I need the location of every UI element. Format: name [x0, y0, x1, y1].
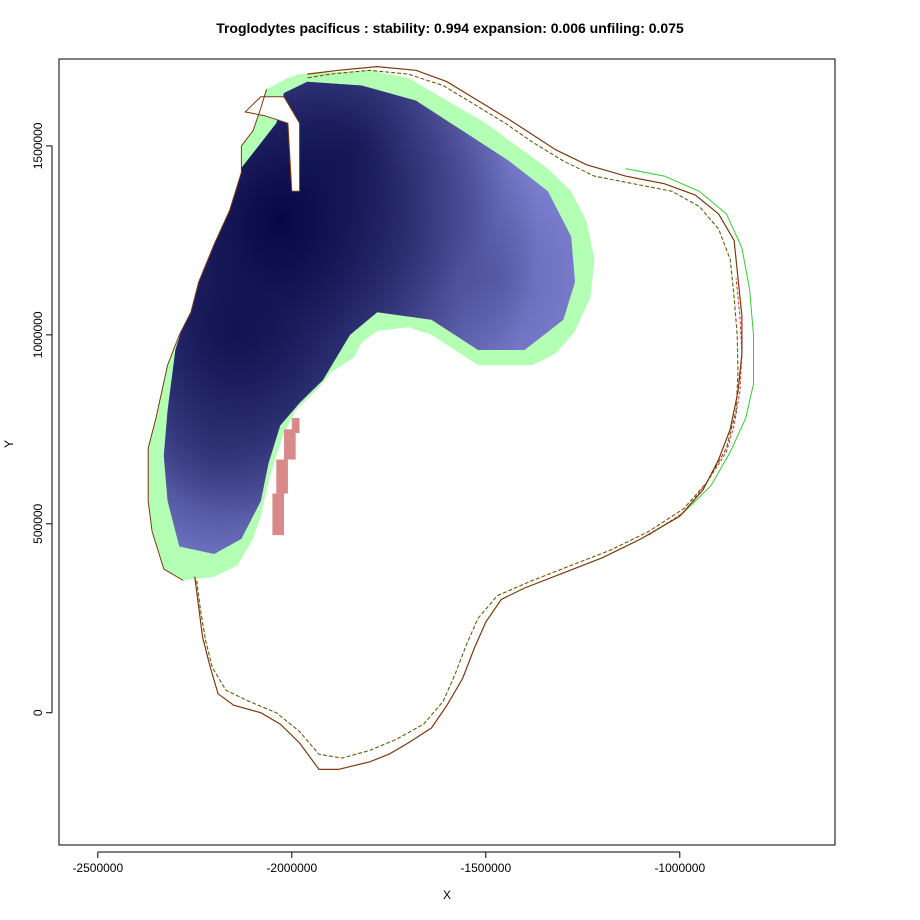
y-tick-label: 0: [31, 709, 45, 716]
unfilling-cell: [272, 493, 285, 536]
chart-title: Troglodytes pacificus : stability: 0.994…: [216, 20, 684, 36]
y-tick-label: 500000: [31, 503, 45, 543]
unfilling-cell: [291, 417, 300, 434]
y-tick-label: 1000000: [31, 311, 45, 358]
x-tick-label: -2000000: [266, 861, 317, 875]
contour-dashed: [196, 69, 739, 759]
stability-hotspots: [163, 81, 576, 554]
stability-hotspot: [347, 105, 576, 451]
plot-frame: [58, 58, 836, 846]
x-axis-label: X: [442, 888, 451, 902]
contour-left-edge: [147, 89, 268, 581]
x-tick-label: -2500000: [72, 861, 123, 875]
x-tick-label: -1000000: [654, 861, 705, 875]
contour-green: [625, 168, 754, 540]
unfilling-cell: [276, 459, 288, 494]
x-tick-label: -1500000: [460, 861, 511, 875]
axes-layer: -2500000 -2000000 -1500000 -1000000 0 500000 1…: [31, 122, 705, 875]
unfilling-cell: [284, 429, 296, 460]
notch-area: [244, 96, 301, 192]
y-axis-label: Y: [2, 439, 16, 448]
contour-red: [648, 278, 743, 536]
plot-layer: [147, 65, 754, 771]
contour-solid: [194, 65, 743, 771]
y-tick-label: 1500000: [31, 122, 45, 169]
